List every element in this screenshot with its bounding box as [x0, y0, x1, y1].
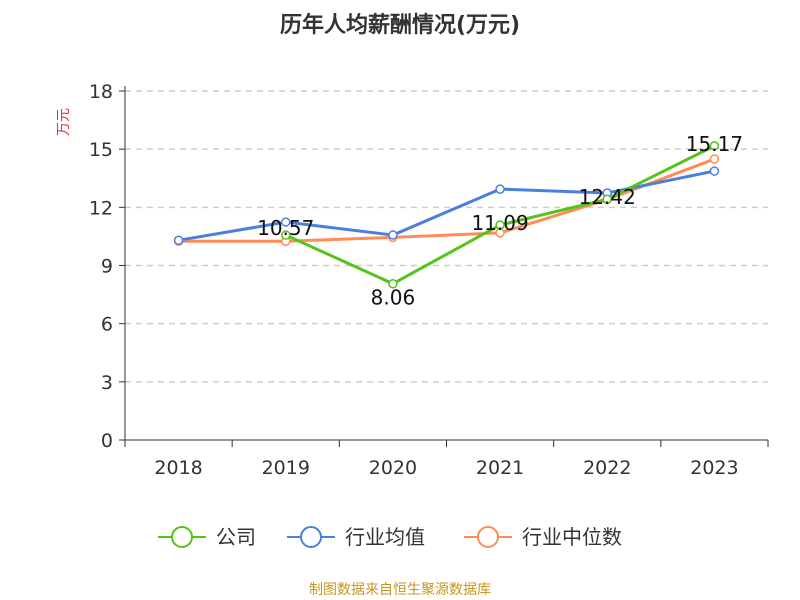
x-tick-label: 2022 [583, 457, 631, 479]
legend-item[interactable]: 行业均值 [287, 525, 425, 549]
y-axis-label: 万元 [56, 108, 72, 136]
data-point[interactable] [709, 166, 720, 176]
y-tick-label: 9 [101, 256, 113, 278]
data-label: 12.42 [579, 185, 636, 209]
series-line [178, 157, 715, 243]
data-point[interactable] [709, 141, 720, 151]
y-tick-label: 6 [101, 314, 113, 336]
data-point[interactable] [281, 230, 291, 240]
legend-label: 行业均值 [345, 525, 425, 549]
data-point[interactable] [281, 217, 291, 227]
y-tick-label: 0 [101, 430, 113, 452]
x-tick-label: 2018 [154, 457, 202, 479]
x-tick-label: 2020 [369, 457, 417, 479]
data-point[interactable] [709, 154, 720, 164]
y-tick-label: 12 [89, 197, 113, 219]
chart-title: 历年人均薪酬情况(万元) [280, 12, 520, 38]
legend-item[interactable]: 公司 [158, 525, 256, 549]
data-point[interactable] [388, 230, 398, 240]
data-label: 8.06 [371, 286, 416, 310]
legend-circle-icon [300, 526, 322, 548]
data-point[interactable] [602, 194, 612, 204]
legend-item[interactable]: 行业中位数 [464, 525, 622, 549]
legend-label: 行业中位数 [522, 525, 622, 549]
y-tick-label: 3 [101, 372, 113, 394]
data-point[interactable] [173, 235, 184, 246]
data-point[interactable] [495, 220, 505, 230]
data-point[interactable] [495, 184, 505, 194]
footer-source: 制图数据来自恒生聚源数据库 [309, 582, 491, 598]
x-tick-label: 2023 [690, 457, 738, 479]
data-label: 10.57 [257, 216, 314, 240]
legend-circle-icon [477, 526, 499, 548]
data-label: 15.17 [686, 132, 743, 156]
x-tick-label: 2021 [476, 457, 524, 479]
legend-circle-icon [171, 526, 193, 548]
data-label: 11.09 [471, 211, 528, 235]
x-tick-label: 2019 [262, 457, 310, 479]
y-tick-label: 18 [89, 81, 113, 103]
y-tick-label: 15 [89, 139, 113, 161]
legend-label: 公司 [216, 525, 256, 549]
data-point[interactable] [388, 278, 398, 289]
